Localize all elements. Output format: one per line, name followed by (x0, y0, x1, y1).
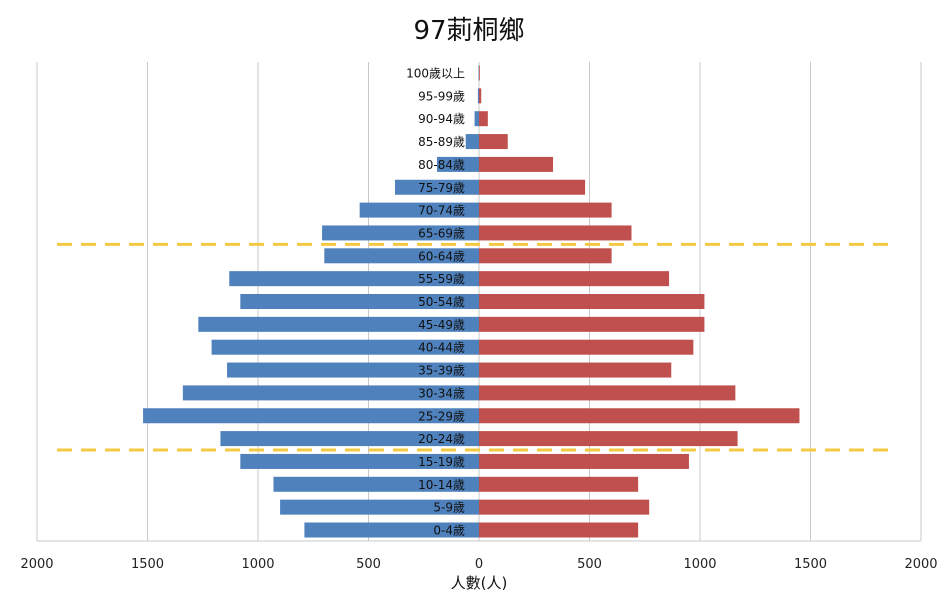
bar-right-11 (479, 271, 670, 287)
bar-left-1 (280, 499, 479, 515)
bar-left-14 (359, 202, 479, 218)
bar-right-9 (479, 316, 705, 332)
bar-right-6 (479, 385, 736, 401)
bar-right-20 (479, 65, 480, 81)
category-label-5: 25-29歲 (418, 409, 465, 423)
bar-right-4 (479, 431, 738, 447)
x-tick-label-0: 2000 (20, 557, 53, 572)
bar-right-12 (479, 248, 612, 264)
category-label-17: 85-89歲 (418, 135, 465, 149)
category-label-16: 80-84歲 (418, 158, 465, 172)
bar-left-18 (474, 111, 479, 127)
x-tick-label-8: 2000 (904, 557, 937, 572)
bar-right-5 (479, 408, 800, 424)
category-label-13: 65-69歲 (418, 226, 465, 240)
bar-left-2 (273, 476, 479, 492)
x-tick-label-2: 1000 (241, 557, 274, 572)
bar-left-8 (211, 339, 479, 355)
x-tick-label-6: 1000 (683, 557, 716, 572)
bar-left-19 (477, 88, 479, 104)
bar-left-20 (478, 65, 480, 81)
category-label-15: 75-79歲 (418, 181, 465, 195)
bar-left-4 (220, 431, 479, 447)
bar-left-6 (182, 385, 480, 401)
bar-left-9 (198, 316, 479, 332)
bar-right-19 (479, 88, 482, 104)
bar-left-7 (227, 362, 479, 378)
bar-right-0 (479, 522, 639, 538)
category-label-4: 20-24歲 (418, 432, 465, 446)
bar-right-2 (479, 476, 639, 492)
bar-right-18 (479, 111, 488, 127)
bar-left-0 (304, 522, 479, 538)
bar-left-3 (240, 453, 479, 469)
bar-right-15 (479, 179, 586, 195)
category-label-11: 55-59歲 (418, 272, 465, 286)
bar-right-17 (479, 134, 508, 150)
bar-right-3 (479, 453, 689, 469)
bar-left-5 (143, 408, 479, 424)
bar-left-10 (240, 294, 479, 309)
category-label-20: 100歲以上 (406, 67, 465, 81)
bar-right-13 (479, 225, 632, 241)
category-label-6: 30-34歲 (418, 386, 465, 400)
bar-right-1 (479, 499, 650, 515)
x-axis-title: 人數(人) (451, 574, 508, 592)
category-label-14: 70-74歲 (418, 204, 465, 218)
bar-left-15 (395, 179, 479, 195)
x-tick-label-7: 1500 (794, 557, 827, 572)
category-label-18: 90-94歲 (418, 112, 465, 126)
x-tick-label-1: 1500 (131, 557, 164, 572)
category-label-9: 45-49歲 (418, 318, 465, 332)
category-label-7: 35-39歲 (418, 364, 465, 378)
category-label-19: 95-99歲 (418, 89, 465, 103)
x-tick-label-5: 500 (577, 557, 602, 572)
category-label-2: 10-14歲 (418, 478, 465, 492)
category-label-0: 0-4歲 (433, 524, 465, 538)
bar-left-11 (229, 271, 479, 287)
bar-left-17 (465, 134, 479, 150)
bar-left-16 (437, 156, 479, 172)
bar-left-12 (324, 248, 479, 264)
bar-right-10 (479, 294, 705, 309)
bar-left-13 (322, 225, 479, 241)
bar-right-16 (479, 156, 554, 172)
category-label-10: 50-54歲 (418, 295, 465, 309)
x-tick-label-4: 0 (475, 557, 483, 572)
bar-right-7 (479, 362, 672, 378)
category-label-1: 5-9歲 (433, 501, 465, 515)
chart-title: 97莿桐鄉 (413, 16, 525, 46)
bar-right-14 (479, 202, 612, 218)
category-label-12: 60-64歲 (418, 249, 465, 263)
category-label-3: 15-19歲 (418, 455, 465, 469)
bar-right-8 (479, 339, 694, 355)
x-tick-label-3: 500 (356, 557, 381, 572)
category-label-8: 40-44歲 (418, 341, 465, 355)
